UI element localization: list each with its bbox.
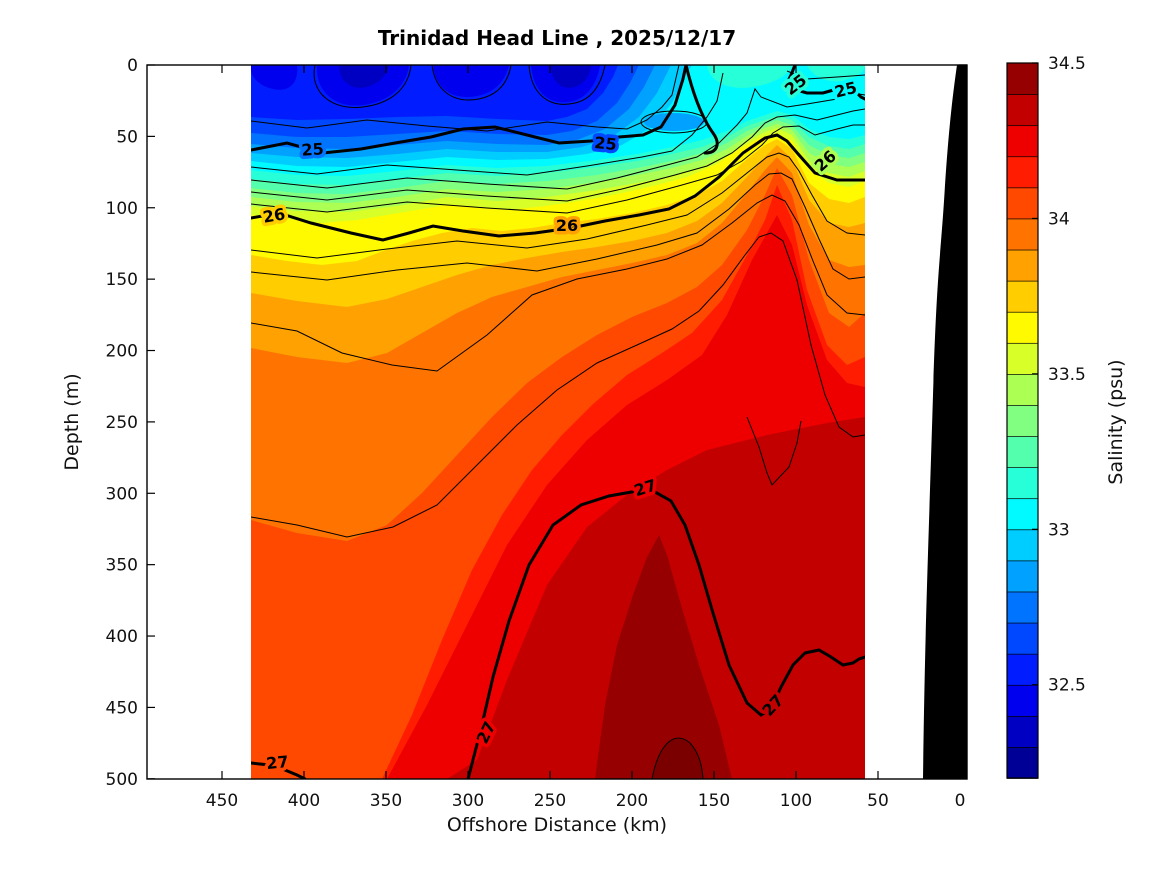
y-tick-350: 350 — [106, 556, 138, 576]
x-tick-labels: 450 400 350 300 250 200 150 100 50 0 — [206, 791, 966, 811]
y-tick-150: 150 — [106, 270, 138, 290]
y-tick-450: 450 — [106, 698, 138, 718]
y-tick-0: 0 — [127, 56, 138, 76]
contour-line-layer — [251, 65, 865, 779]
colorbar-tick-33.5: 33.5 — [1048, 365, 1086, 385]
x-tick-150: 150 — [698, 791, 730, 811]
colorbar-tick-34.5: 34.5 — [1048, 54, 1086, 74]
y-tick-100: 100 — [106, 199, 138, 219]
colorbar: 34.5 34 33.5 33 32.5 — [1006, 54, 1086, 779]
y-tick-50: 50 — [116, 127, 138, 147]
y-tick-400: 400 — [106, 627, 138, 647]
y-tick-300: 300 — [106, 484, 138, 504]
x-tick-300: 300 — [452, 791, 484, 811]
y-tick-labels: 0 50 100 150 200 250 300 350 400 450 500 — [106, 56, 138, 790]
x-tick-350: 350 — [370, 791, 402, 811]
y-tick-250: 250 — [106, 413, 138, 433]
contour-label-27: 27 — [265, 752, 289, 773]
y-tick-500: 500 — [106, 770, 138, 790]
y-axis-label: Depth (m) — [61, 373, 83, 470]
colorbar-label: Salinity (psu) — [1105, 359, 1127, 484]
contour-label-25: 25 — [301, 139, 325, 160]
x-tick-50: 50 — [867, 791, 889, 811]
contour-label-26: 26 — [261, 204, 286, 227]
contour-fill-layer — [251, 65, 865, 779]
x-tick-400: 400 — [288, 791, 320, 811]
y-tick-200: 200 — [106, 342, 138, 362]
contour-label-25: 25 — [594, 133, 618, 154]
colorbar-tick-32.5: 32.5 — [1048, 676, 1086, 696]
x-tick-200: 200 — [616, 791, 648, 811]
x-tick-250: 250 — [534, 791, 566, 811]
seafloor-coast-wedge — [923, 65, 967, 779]
x-axis-label: Offshore Distance (km) — [447, 814, 667, 836]
x-tick-100: 100 — [780, 791, 812, 811]
colorbar-tick-34: 34 — [1048, 209, 1070, 229]
axes-box — [146, 64, 968, 780]
colorbar-tick-33: 33 — [1048, 520, 1070, 540]
chart-title: Trinidad Head Line , 2025/12/17 — [378, 26, 736, 50]
x-tick-0: 0 — [955, 791, 966, 811]
x-tick-450: 450 — [206, 791, 238, 811]
no-data-margin-left — [147, 65, 251, 779]
contour-label-26: 26 — [556, 216, 578, 235]
